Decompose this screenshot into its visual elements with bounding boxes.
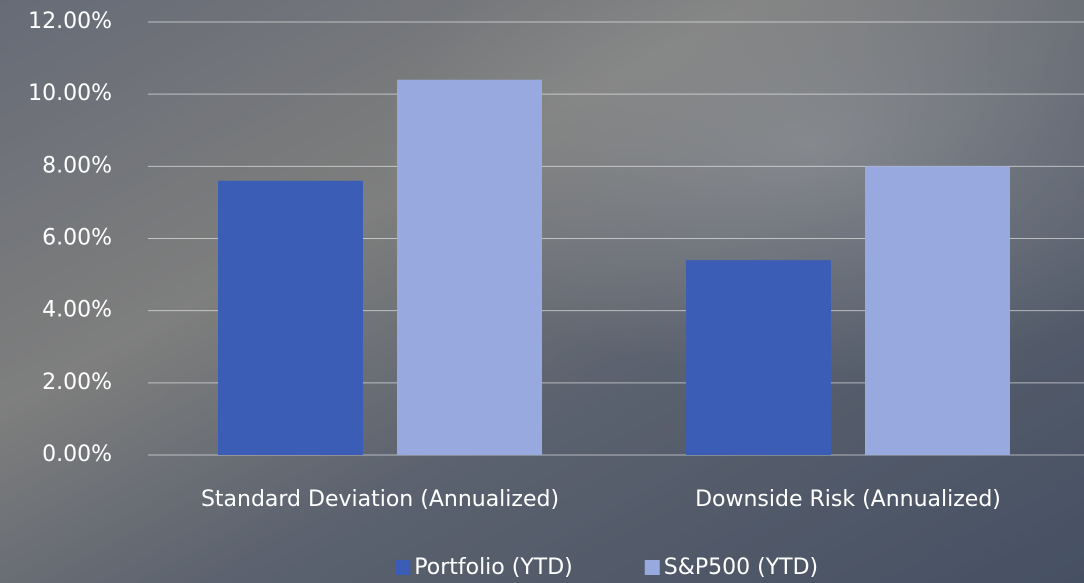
y-tick-label: 4.00% <box>42 298 112 323</box>
y-tick-label: 0.00% <box>42 442 112 467</box>
legend-swatch <box>645 560 660 575</box>
x-tick-label: Standard Deviation (Annualized) <box>201 487 559 512</box>
y-tick-label: 12.00% <box>28 9 112 34</box>
bar <box>865 166 1010 455</box>
bar <box>218 181 363 455</box>
bar <box>397 80 542 455</box>
legend-label: S&P500 (YTD) <box>664 555 818 580</box>
y-tick-label: 10.00% <box>28 81 112 106</box>
y-tick-label: 8.00% <box>42 153 112 178</box>
bar <box>686 260 831 455</box>
x-tick-label: Downside Risk (Annualized) <box>695 487 1001 512</box>
y-tick-label: 2.00% <box>42 370 112 395</box>
chart: 0.00% 2.00% 4.00% 6.00% 8.00% 10.00% 12.00% Sta… <box>0 0 1084 583</box>
legend-label: Portfolio (YTD) <box>414 555 572 580</box>
legend-swatch <box>395 560 410 575</box>
y-tick-label: 6.00% <box>42 226 112 251</box>
